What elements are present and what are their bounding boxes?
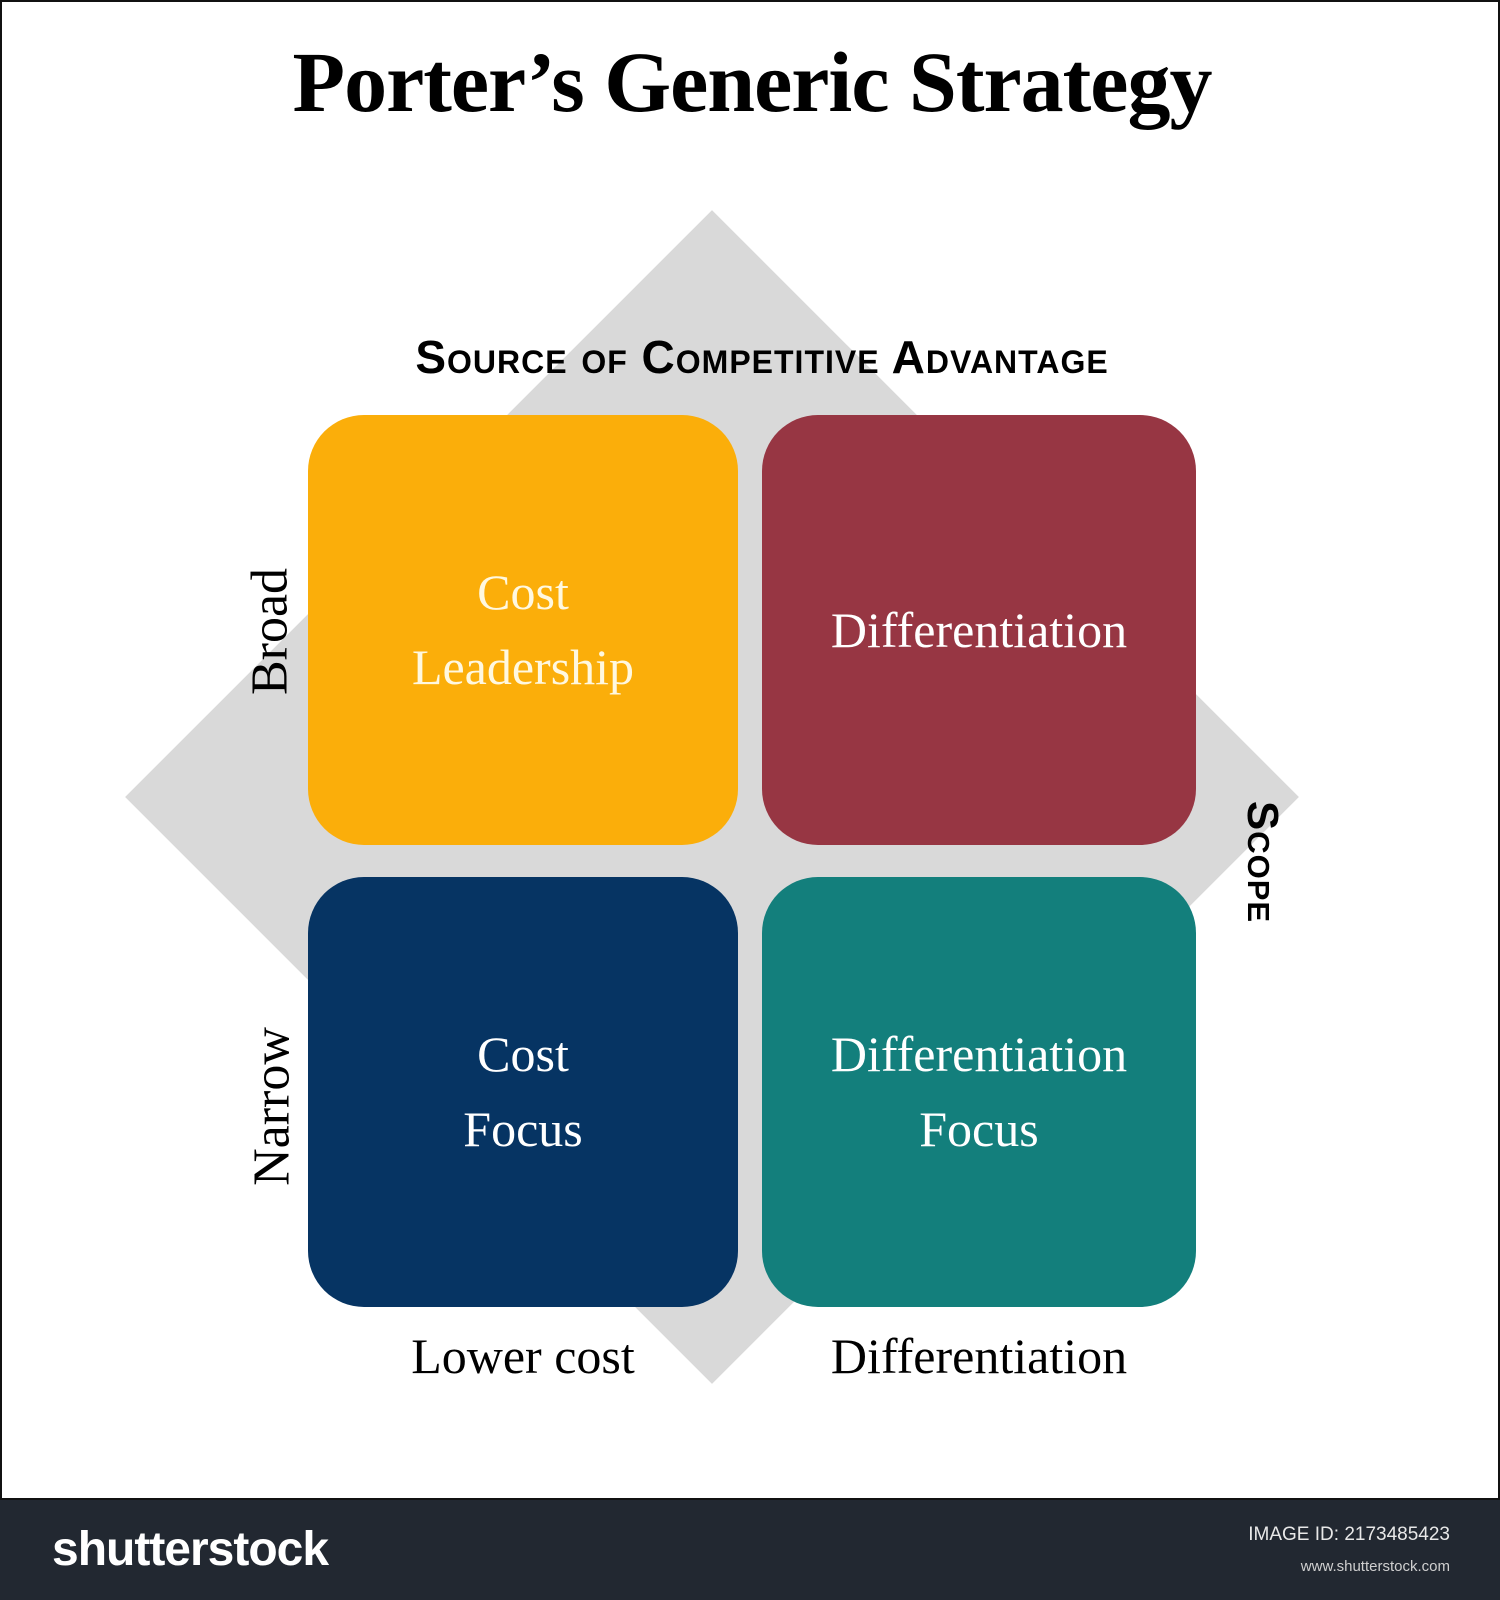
diagram-frame: Porter’s Generic Strategy Source of Comp…: [0, 0, 1500, 1500]
top-axis-label: Source of Competitive Advantage: [415, 331, 1109, 383]
row-label-broad: Broad: [241, 567, 299, 696]
quadrant-cost-leadership: Cost Leadership: [308, 415, 738, 845]
quadrant-line: Leadership: [411, 639, 635, 695]
quadrant-line: Focus: [463, 1101, 583, 1157]
quadrant-differentiation: Differentiation: [762, 415, 1196, 845]
quadrant-line: Cost: [477, 1026, 569, 1082]
column-label-lower-cost: Lower cost: [411, 1328, 635, 1384]
diagram-title: Porter’s Generic Strategy: [292, 34, 1213, 130]
row-label-narrow: Narrow: [243, 1027, 301, 1186]
column-label-differentiation: Differentiation: [830, 1328, 1128, 1384]
quadrant-cost-focus: Cost Focus: [308, 877, 738, 1307]
brand-logo: shutterstock: [52, 1523, 329, 1576]
quadrant-line: Focus: [919, 1101, 1039, 1157]
stock-footer-bar: shutterstock IMAGE ID: 2173485423 www.sh…: [0, 1500, 1500, 1600]
quadrant-line: Differentiation: [830, 1026, 1128, 1082]
site-url-text: www.shutterstock.com: [1300, 1558, 1450, 1575]
quadrant-line: Differentiation: [830, 601, 1128, 658]
image-id-text: IMAGE ID: 2173485423: [1248, 1524, 1450, 1545]
right-axis-label: Scope: [1238, 800, 1287, 924]
quadrant-differentiation-focus: Differentiation Focus: [762, 877, 1196, 1307]
quadrant-line: Cost: [477, 564, 569, 620]
